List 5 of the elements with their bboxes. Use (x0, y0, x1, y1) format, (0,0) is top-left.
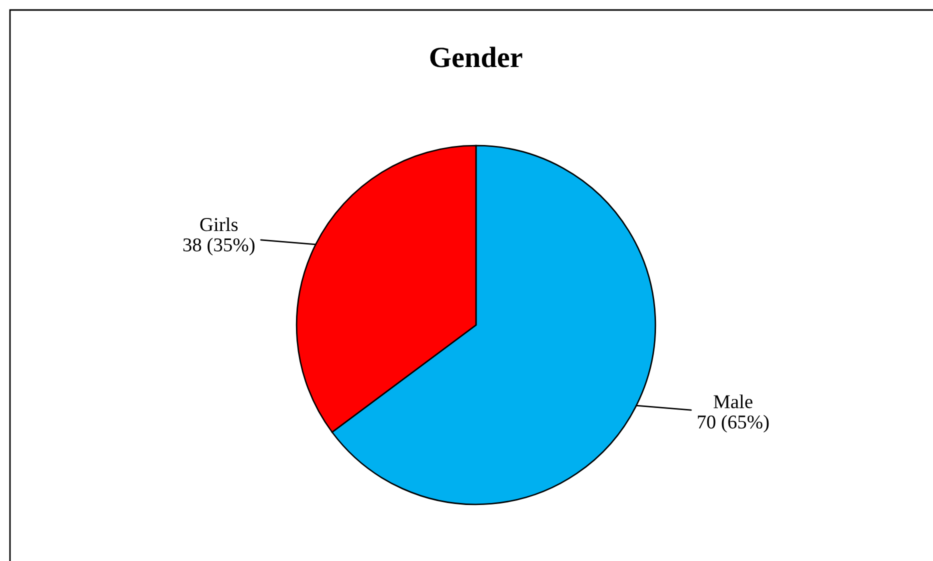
slice-label: Girls (200, 217, 238, 232)
chart-title: Gender (430, 46, 522, 68)
slice-label: Male (714, 394, 752, 408)
data-label: 70 (65%) (698, 414, 769, 433)
data-label: 38 (35%) (183, 238, 254, 256)
